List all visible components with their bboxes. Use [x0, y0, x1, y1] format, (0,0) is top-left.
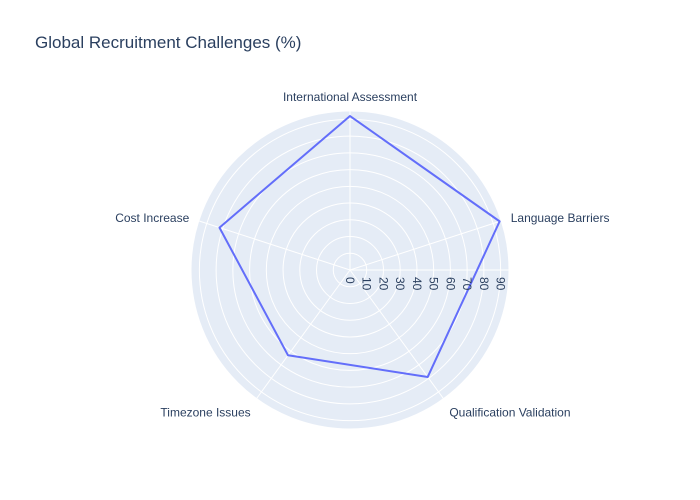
series-line — [218, 115, 501, 378]
angular-gridline — [198, 220, 351, 271]
radial-ticks: 0 10 20 30 40 50 60 70 80 90 — [343, 277, 508, 291]
category-label: Qualification Validation — [449, 406, 570, 420]
radial-tick-label: 90 — [494, 277, 508, 291]
radial-tick-label: 20 — [376, 277, 390, 291]
radial-tick-label: 40 — [410, 277, 424, 291]
radial-tick-label: 30 — [393, 277, 407, 291]
axis-labels: International Assessment Language Barrier… — [115, 90, 609, 420]
radial-tick-label: 60 — [443, 277, 457, 291]
radial-tick-label: 80 — [477, 277, 491, 291]
radial-tick-label: 50 — [427, 277, 441, 291]
radial-tick-label: 10 — [360, 277, 374, 291]
category-label: Cost Increase — [115, 211, 189, 225]
category-label: Language Barriers — [511, 211, 610, 225]
angular-gridline — [349, 220, 502, 271]
angular-gridline — [256, 269, 351, 399]
category-label: Timezone Issues — [160, 406, 250, 420]
series-layer — [218, 115, 501, 378]
radial-tick-label: 0 — [343, 277, 357, 284]
category-label: International Assessment — [283, 90, 418, 104]
radial-tick-label: 70 — [460, 277, 474, 291]
chart-title: Global Recruitment Challenges (%) — [35, 33, 302, 52]
polar-grid — [190, 110, 510, 430]
